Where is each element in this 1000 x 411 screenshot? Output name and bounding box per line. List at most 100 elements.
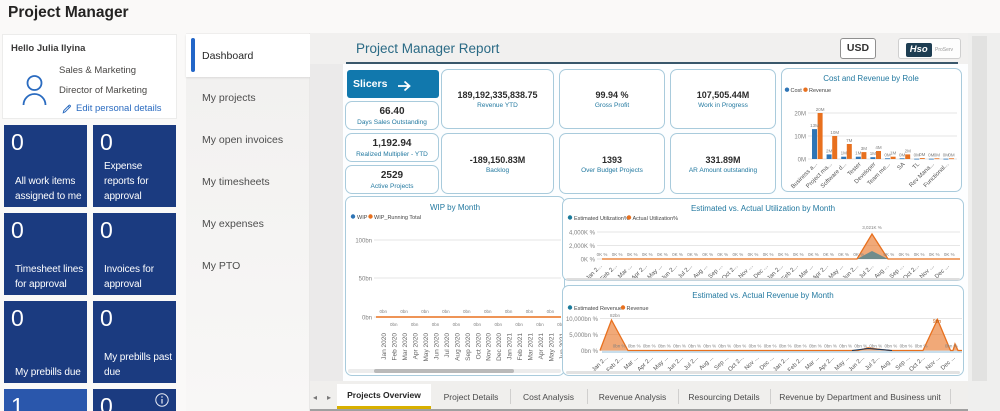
svg-text:Estimated vs. Actual Revenue b: Estimated vs. Actual Revenue by Month bbox=[692, 291, 833, 300]
svg-text:0bn %: 0bn % bbox=[581, 349, 599, 355]
svg-text:Apr 2020: Apr 2020 bbox=[413, 333, 420, 360]
svg-text:0bn %: 0bn % bbox=[673, 344, 686, 349]
svg-text:TL: TL bbox=[912, 161, 922, 171]
svg-text:2,000K %: 2,000K % bbox=[569, 244, 596, 250]
svg-text:Oct 2...: Oct 2... bbox=[909, 355, 927, 373]
svg-text:0K %: 0K % bbox=[914, 252, 925, 257]
svg-text:0M: 0M bbox=[884, 152, 891, 157]
svg-text:0K %: 0K % bbox=[642, 252, 653, 257]
svg-text:Jul 2...: Jul 2... bbox=[864, 355, 881, 372]
svg-text:WIP: WIP bbox=[357, 215, 368, 221]
svg-text:0bn %: 0bn % bbox=[809, 344, 822, 349]
svg-text:Estimated Utilization%: Estimated Utilization% bbox=[574, 216, 629, 222]
svg-text:Jan 2021: Jan 2021 bbox=[507, 333, 514, 360]
svg-text:0M: 0M bbox=[948, 152, 955, 157]
svg-text:Jun 2...: Jun 2... bbox=[848, 355, 866, 373]
svg-text:0bn %: 0bn % bbox=[658, 344, 671, 349]
svg-text:0K %: 0K % bbox=[581, 258, 596, 264]
svg-text:0K %: 0K % bbox=[853, 252, 864, 257]
svg-text:Cost: Cost bbox=[791, 88, 803, 94]
svg-text:0bn: 0bn bbox=[411, 322, 419, 327]
svg-text:0bn: 0bn bbox=[526, 309, 534, 314]
svg-text:0M: 0M bbox=[928, 153, 935, 158]
svg-text:0bn: 0bn bbox=[400, 309, 408, 314]
svg-text:Aug ...: Aug ... bbox=[699, 355, 716, 372]
svg-text:0bn %: 0bn % bbox=[915, 344, 928, 349]
svg-text:Oct 2...: Oct 2... bbox=[727, 355, 745, 373]
svg-text:0bn %: 0bn % bbox=[643, 344, 656, 349]
svg-text:Feb 2...: Feb 2... bbox=[787, 355, 806, 374]
svg-text:0bn %: 0bn % bbox=[613, 344, 626, 349]
svg-text:Nov 2020: Nov 2020 bbox=[486, 333, 493, 361]
svg-text:Jul 2...: Jul 2... bbox=[683, 355, 700, 372]
svg-text:0bn %: 0bn % bbox=[628, 344, 641, 349]
svg-text:0K %: 0K % bbox=[808, 252, 819, 257]
svg-text:Feb 2020: Feb 2020 bbox=[392, 333, 399, 361]
svg-text:0bn %: 0bn % bbox=[794, 344, 807, 349]
svg-text:Nov ...: Nov ... bbox=[744, 355, 761, 372]
svg-text:0K %: 0K % bbox=[657, 252, 668, 257]
svg-text:Apr 2...: Apr 2... bbox=[637, 355, 655, 373]
svg-text:1M: 1M bbox=[855, 151, 862, 156]
svg-text:0bn %: 0bn % bbox=[703, 344, 716, 349]
svg-text:4M: 4M bbox=[875, 145, 882, 150]
svg-text:Aug 2020: Aug 2020 bbox=[454, 333, 461, 361]
svg-text:May 2021: May 2021 bbox=[548, 333, 555, 362]
svg-text:0bn: 0bn bbox=[547, 309, 555, 314]
svg-text:0M: 0M bbox=[914, 153, 921, 158]
svg-text:Dec ...: Dec ... bbox=[940, 355, 957, 372]
svg-text:0K %: 0K % bbox=[929, 252, 940, 257]
svg-text:May 2020: May 2020 bbox=[423, 333, 430, 362]
svg-text:0K %: 0K % bbox=[763, 252, 774, 257]
svg-text:Cost and Revenue by Role: Cost and Revenue by Role bbox=[823, 74, 919, 83]
svg-text:Estimated vs. Actual Utilizati: Estimated vs. Actual Utilization by Mont… bbox=[691, 204, 835, 213]
svg-text:0M: 0M bbox=[919, 152, 926, 157]
svg-text:3M: 3M bbox=[861, 146, 868, 151]
svg-text:1M: 1M bbox=[890, 151, 897, 156]
svg-text:0K %: 0K % bbox=[823, 252, 834, 257]
svg-text:Jul 2...: Jul 2... bbox=[858, 263, 875, 280]
svg-text:0bn %: 0bn % bbox=[900, 344, 913, 349]
svg-text:82bn: 82bn bbox=[610, 313, 621, 318]
svg-text:10,000bn %: 10,000bn % bbox=[566, 317, 599, 323]
svg-text:0bn: 0bn bbox=[536, 322, 544, 327]
svg-text:0K %: 0K % bbox=[884, 252, 895, 257]
svg-text:0bn: 0bn bbox=[362, 316, 372, 322]
svg-text:0bn: 0bn bbox=[432, 322, 440, 327]
svg-text:0bn: 0bn bbox=[484, 309, 492, 314]
svg-text:0K %: 0K % bbox=[944, 252, 955, 257]
svg-text:0bn %: 0bn % bbox=[779, 344, 792, 349]
svg-text:Aug ...: Aug ... bbox=[874, 263, 891, 280]
svg-text:7M: 7M bbox=[846, 138, 853, 143]
svg-text:Feb 2021: Feb 2021 bbox=[517, 333, 524, 361]
svg-text:0K %: 0K % bbox=[748, 252, 759, 257]
svg-text:0bn %: 0bn % bbox=[839, 344, 852, 349]
svg-text:20M: 20M bbox=[816, 107, 825, 112]
svg-text:Mar 2021: Mar 2021 bbox=[528, 333, 535, 361]
svg-text:0K %: 0K % bbox=[899, 252, 910, 257]
svg-text:0K %: 0K % bbox=[838, 252, 849, 257]
svg-text:Apr 2...: Apr 2... bbox=[818, 355, 836, 373]
svg-text:0bn: 0bn bbox=[463, 309, 471, 314]
svg-text:4,000K %: 4,000K % bbox=[569, 231, 596, 237]
svg-text:0bn: 0bn bbox=[557, 322, 565, 327]
svg-text:Dec 2020: Dec 2020 bbox=[496, 333, 503, 361]
svg-text:0M: 0M bbox=[798, 158, 806, 164]
svg-text:Jul 2...: Jul 2... bbox=[677, 263, 694, 280]
svg-text:0bn: 0bn bbox=[390, 322, 398, 327]
svg-text:3,021K %: 3,021K % bbox=[862, 225, 882, 230]
svg-text:0K %: 0K % bbox=[702, 252, 713, 257]
svg-text:0K %: 0K % bbox=[672, 252, 683, 257]
svg-text:Dec ...: Dec ... bbox=[934, 263, 951, 280]
svg-text:0bn %: 0bn % bbox=[749, 344, 762, 349]
svg-text:Revenue: Revenue bbox=[627, 306, 649, 312]
svg-text:0bn: 0bn bbox=[442, 309, 450, 314]
svg-text:Jun 2...: Jun 2... bbox=[667, 355, 685, 373]
svg-text:0K %: 0K % bbox=[627, 252, 638, 257]
svg-text:0bn %: 0bn % bbox=[718, 344, 731, 349]
svg-text:Apr 2021: Apr 2021 bbox=[538, 333, 545, 360]
svg-text:20M: 20M bbox=[794, 112, 806, 118]
svg-text:0bn %: 0bn % bbox=[824, 344, 837, 349]
svg-text:Revenue: Revenue bbox=[809, 88, 831, 94]
svg-text:WIP by Month: WIP by Month bbox=[430, 203, 480, 212]
